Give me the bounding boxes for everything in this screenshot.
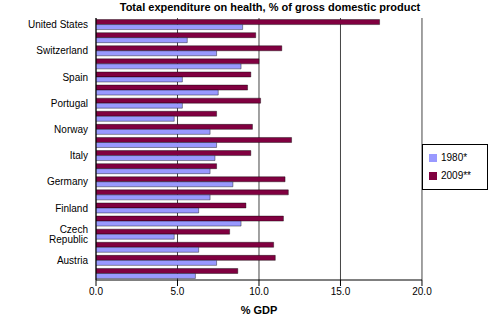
svg-text:Portugal: Portugal [51, 98, 88, 109]
svg-text:10.0: 10.0 [249, 286, 269, 297]
html-text:2009**: 2009** [441, 170, 471, 181]
svg-text:0.0: 0.0 [89, 286, 103, 297]
svg-text:United States: United States [28, 19, 88, 30]
svg-text:Germany: Germany [47, 176, 88, 187]
svg-text:20.0: 20.0 [412, 286, 432, 297]
svg-text:Norway: Norway [54, 124, 88, 135]
html-text:Total expenditure on health, %: Total expenditure on health, % of gross … [119, 1, 421, 13]
svg-text:5.0: 5.0 [171, 286, 185, 297]
svg-text:CzechRepublic: CzechRepublic [49, 224, 88, 245]
svg-text:Finland: Finland [55, 203, 88, 214]
html-text:1980*: 1980* [441, 152, 468, 163]
svg-text:Austria: Austria [57, 255, 89, 266]
svg-text:Italy: Italy [70, 150, 88, 161]
svg-text:15.0: 15.0 [331, 286, 351, 297]
svg-text:% GDP: % GDP [241, 304, 278, 316]
svg-text:Switzerland: Switzerland [36, 45, 88, 56]
svg-text:Spain: Spain [62, 72, 88, 83]
